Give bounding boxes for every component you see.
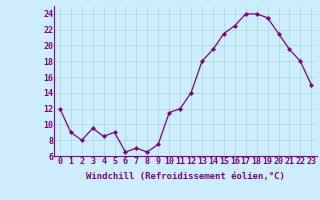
- X-axis label: Windchill (Refroidissement éolien,°C): Windchill (Refroidissement éolien,°C): [86, 172, 285, 181]
